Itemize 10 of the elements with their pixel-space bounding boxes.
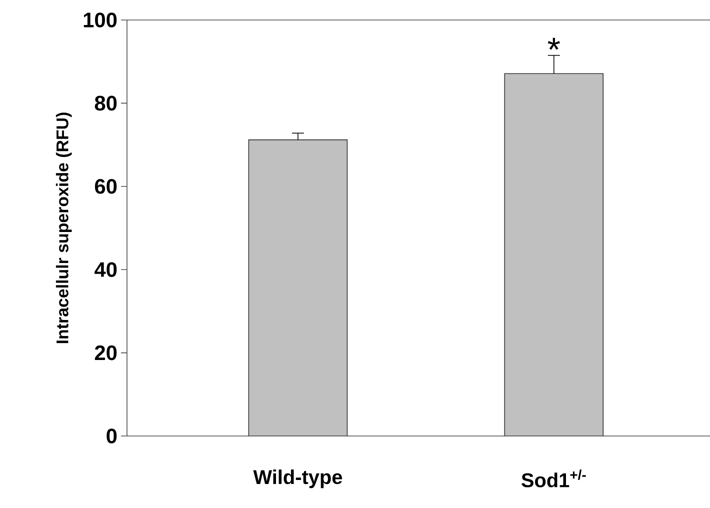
y-tick-label: 20 — [94, 345, 117, 360]
y-tick-label: 40 — [94, 262, 117, 278]
x-tick-label: Wild-type — [253, 470, 342, 488]
x-tick-label: Sod1$^{+/-}$ — [522, 470, 586, 488]
y-tick-label: 0 — [106, 428, 117, 444]
y-axis-title: Intracellulr superoxide (RFU) — [56, 112, 72, 344]
annotation: * — [548, 38, 560, 50]
y-tick-label: 60 — [94, 178, 117, 194]
y-tick-label: 100 — [84, 12, 117, 28]
y-tick-label: 80 — [94, 96, 117, 111]
